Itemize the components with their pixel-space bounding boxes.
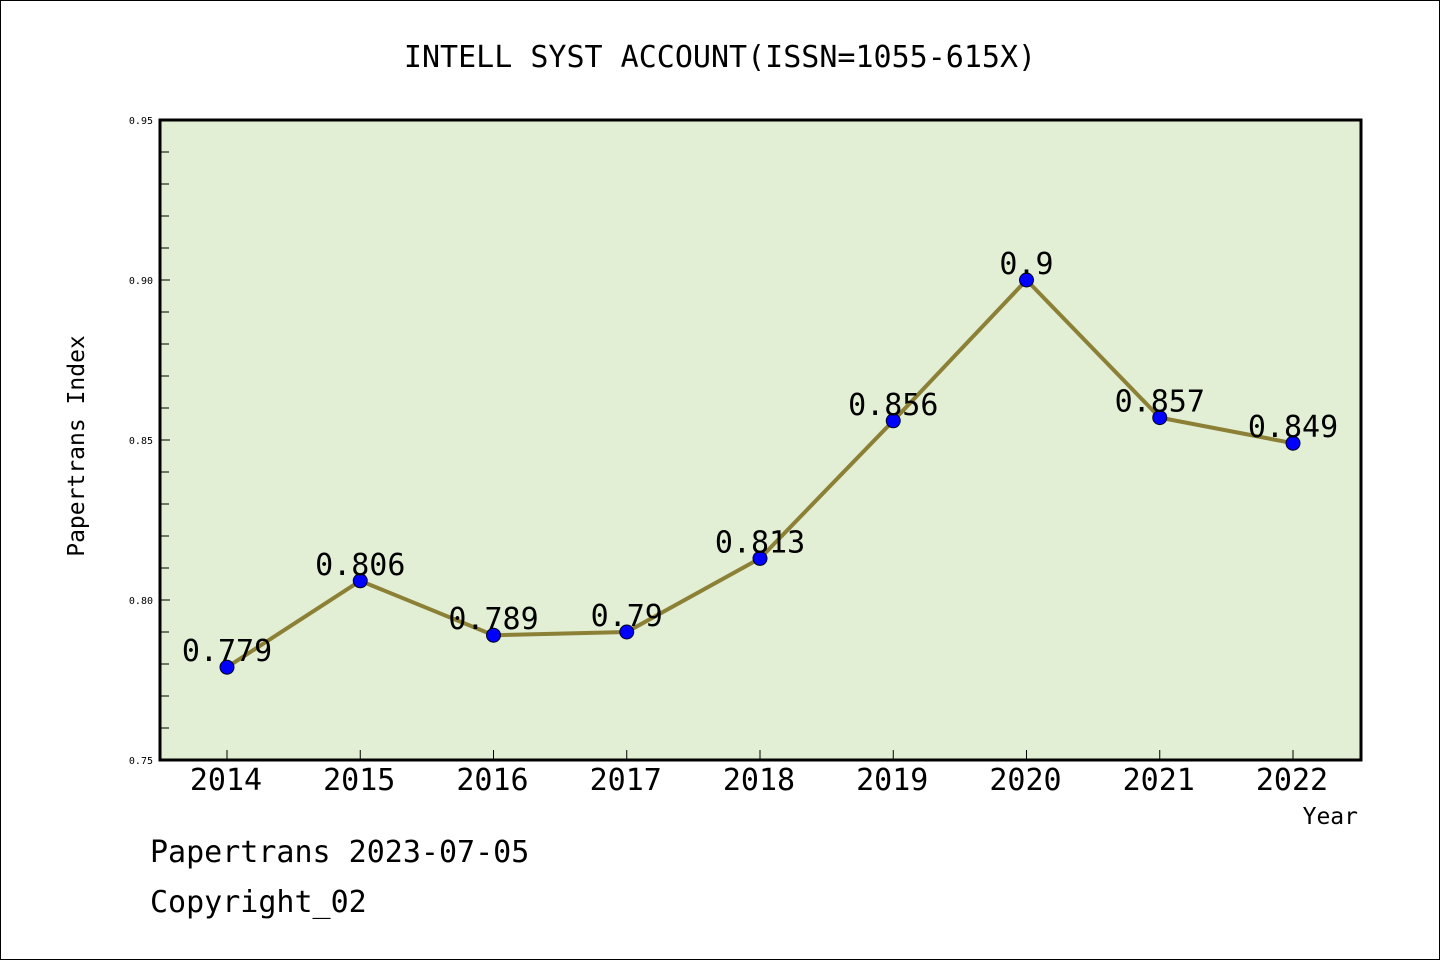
- data-label: 0.856: [848, 388, 938, 423]
- x-tick-labels: 2014 2015 2016 2017 2018 2019 2020 2021 2022: [190, 763, 1328, 798]
- data-label: 0.79: [591, 599, 663, 634]
- x-tick-label: 2021: [1123, 763, 1195, 798]
- y-tick-label: 0.95: [129, 116, 153, 127]
- x-tick-label: 2014: [190, 763, 262, 798]
- y-tick-labels: 0.75 0.80 0.85 0.90 0.95: [129, 116, 153, 767]
- x-tick-label: 2017: [590, 763, 662, 798]
- data-point: [219, 659, 235, 675]
- y-tick-label: 0.85: [129, 436, 153, 447]
- x-tick-label: 2020: [989, 763, 1061, 798]
- x-tick-label: 2019: [856, 763, 928, 798]
- data-markers: [219, 272, 1301, 675]
- data-point: [1285, 435, 1301, 451]
- data-point: [1152, 410, 1168, 426]
- x-tick-label: 2022: [1256, 763, 1328, 798]
- data-label: 0.849: [1248, 410, 1338, 445]
- data-point: [885, 413, 901, 429]
- x-axis-label: Year: [1303, 804, 1358, 830]
- y-axis-label: Papertrans Index: [64, 335, 90, 557]
- chart-title: INTELL SYST ACCOUNT(ISSN=1055-615X): [404, 40, 1036, 75]
- data-point: [752, 550, 768, 566]
- data-point: [352, 573, 368, 589]
- footer-date: Papertrans 2023-07-05: [150, 835, 530, 870]
- data-label: 0.9: [999, 247, 1053, 282]
- data-point: [1019, 272, 1034, 288]
- data-label: 0.857: [1115, 385, 1205, 420]
- data-label: 0.806: [315, 548, 405, 583]
- data-label: 0.779: [182, 634, 272, 669]
- axis-ticks: [160, 151, 1294, 760]
- y-tick-label: 0.75: [129, 756, 153, 767]
- y-tick-label: 0.90: [129, 276, 153, 287]
- footer-copyright: Copyright_02: [150, 885, 367, 920]
- data-point: [619, 624, 635, 640]
- plot-area: [158, 118, 1363, 762]
- x-tick-label: 2018: [723, 763, 795, 798]
- y-tick-label: 0.80: [129, 596, 153, 607]
- data-label: 0.813: [715, 525, 805, 560]
- data-point: [486, 627, 501, 643]
- data-labels: 0.779 0.806 0.789 0.79 0.813 0.856 0.9 0.857 0.8…: [182, 247, 1338, 669]
- x-tick-label: 2016: [456, 763, 528, 798]
- x-tick-label: 2015: [323, 763, 395, 798]
- data-label: 0.789: [448, 602, 538, 637]
